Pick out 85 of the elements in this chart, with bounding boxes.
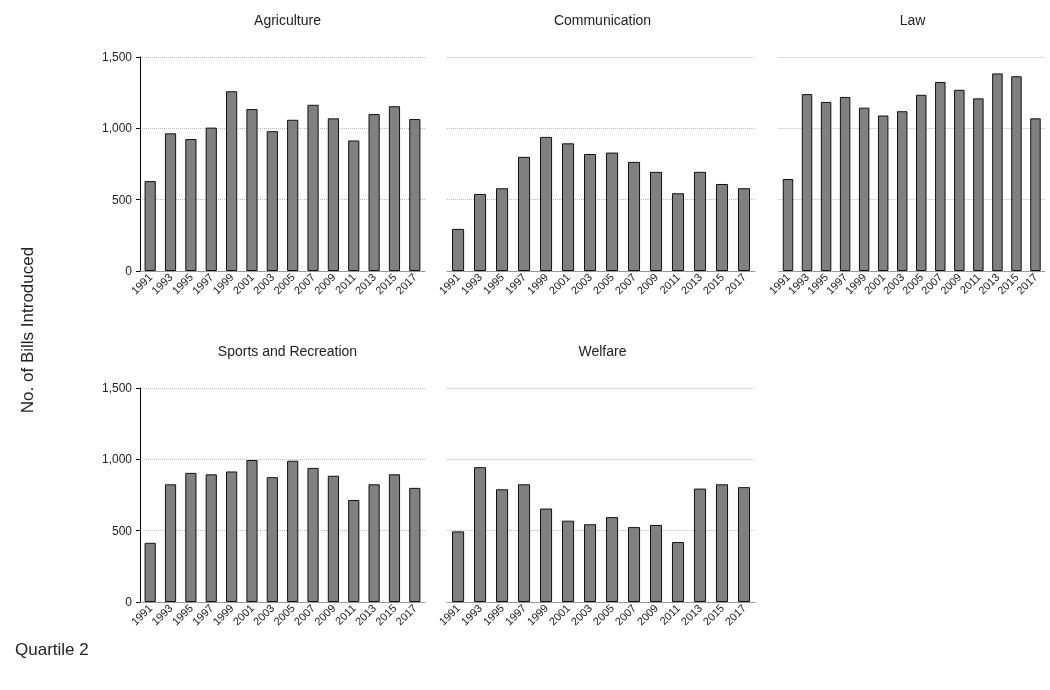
bar <box>164 484 177 602</box>
bar <box>144 542 156 602</box>
bar <box>474 467 487 602</box>
bar <box>327 475 339 602</box>
bar <box>671 193 685 271</box>
bar <box>205 127 217 271</box>
bar <box>409 119 421 271</box>
bar <box>348 499 360 602</box>
bar <box>954 89 965 271</box>
text: Quartile 2 <box>15 640 89 660</box>
bar <box>561 520 575 602</box>
bar <box>935 81 946 271</box>
y-tick-label: 1,000 <box>101 452 133 467</box>
bar <box>164 133 177 271</box>
bar <box>737 188 751 271</box>
bar <box>409 487 421 602</box>
bar <box>368 114 380 271</box>
bar <box>858 107 870 271</box>
bar <box>266 477 278 602</box>
bar <box>496 489 509 602</box>
bar <box>801 94 813 271</box>
bar <box>583 154 597 271</box>
bar <box>226 91 238 271</box>
bar <box>246 460 258 602</box>
y-tick-label: 1,500 <box>101 50 133 64</box>
bar <box>518 156 531 271</box>
bar <box>144 181 156 271</box>
bar <box>348 140 360 271</box>
bar <box>327 118 339 271</box>
bar <box>307 104 319 271</box>
bar <box>737 487 751 602</box>
bar <box>605 517 619 602</box>
bar <box>452 531 465 602</box>
bar <box>627 161 641 271</box>
bar <box>226 471 238 602</box>
bar <box>452 228 465 271</box>
bar <box>518 484 531 602</box>
bar <box>820 101 832 271</box>
bar <box>539 136 553 271</box>
bar <box>605 152 619 271</box>
bar <box>561 143 575 271</box>
y-tick-label: 500 <box>111 523 133 538</box>
bar <box>649 524 663 602</box>
bar <box>539 508 553 602</box>
chart-title: Communication <box>553 12 652 28</box>
bar <box>715 183 729 271</box>
bar <box>185 472 197 602</box>
y-axis-title: No. of Bills Introduced <box>18 246 38 414</box>
chart-title: Agriculture <box>254 12 322 28</box>
bar <box>496 188 509 271</box>
bar <box>839 96 851 271</box>
bar <box>307 467 319 602</box>
y-tick-label: 1,500 <box>101 381 133 395</box>
bar <box>246 109 258 271</box>
bar <box>1011 76 1022 271</box>
bar <box>185 139 197 271</box>
bar <box>266 131 278 271</box>
bar <box>693 488 707 602</box>
y-tick-label: 0 <box>125 595 133 609</box>
chart-title: Welfare <box>578 343 627 359</box>
bar <box>388 106 401 271</box>
bar <box>287 460 299 602</box>
y-tick-label: 1,000 <box>101 121 133 136</box>
y-tick-label: 500 <box>111 192 133 207</box>
bar <box>916 94 927 271</box>
bar <box>474 193 487 271</box>
bar <box>896 111 908 271</box>
bar <box>671 542 685 602</box>
chart-title: Sports and Recreation <box>217 343 358 359</box>
bar <box>1030 118 1041 271</box>
y-tick-label: 0 <box>125 264 133 278</box>
bar <box>693 171 707 271</box>
bar <box>627 527 641 602</box>
bar <box>782 178 794 271</box>
bar <box>583 524 597 602</box>
chart-title: Law <box>899 12 927 28</box>
bar <box>877 115 889 271</box>
bar <box>973 98 984 271</box>
bar <box>715 484 729 602</box>
bar <box>205 474 217 602</box>
bar <box>992 73 1003 271</box>
bar <box>287 119 299 271</box>
bar <box>368 484 380 602</box>
bar <box>649 171 663 271</box>
bar <box>388 474 401 602</box>
